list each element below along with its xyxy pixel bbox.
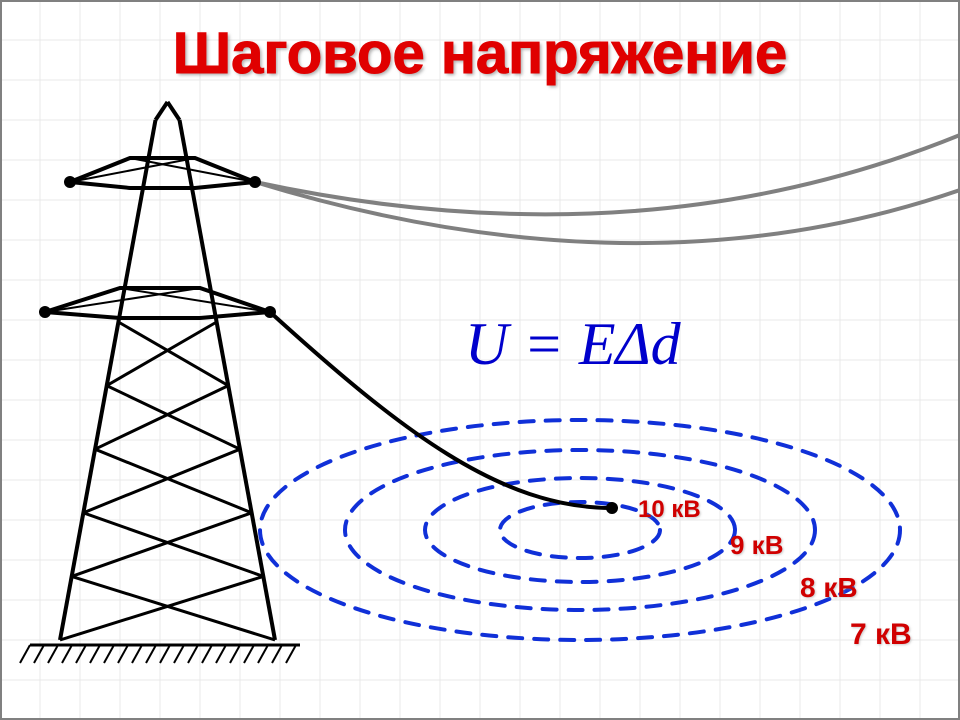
slide-title: Шаговое напряжение bbox=[0, 20, 960, 87]
ring-label-2: 8 кВ bbox=[800, 572, 858, 604]
ring-label-1: 9 кВ bbox=[730, 530, 783, 561]
formula-text: U = EΔd bbox=[465, 310, 681, 379]
ring-label-3: 7 кВ bbox=[850, 618, 912, 652]
ring-label-0: 10 кВ bbox=[638, 496, 701, 524]
